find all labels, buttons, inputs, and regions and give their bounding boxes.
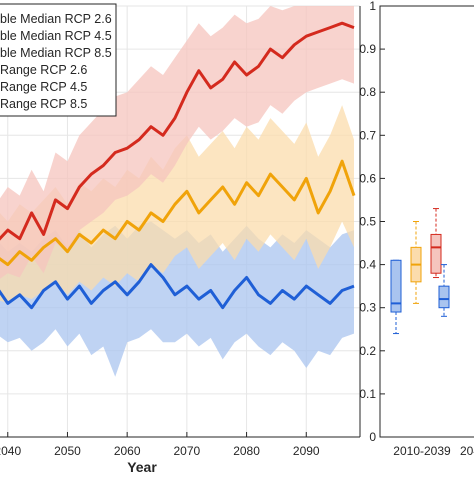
box-plot-panel: 0 0.1 0.2 0.3 0.4 0.5 0.6 0.7 0.8 0.9 1 2010-2039 20… xyxy=(359,0,474,458)
box-plot xyxy=(430,208,442,279)
box-plot xyxy=(390,259,402,335)
legend-entry: Range RCP 8.5 xyxy=(0,97,87,111)
median-line xyxy=(0,21,355,241)
legend-entry: ble Median RCP 2.6 xyxy=(0,12,112,26)
y-tick-label: 0.7 xyxy=(359,128,376,142)
legend: ble Median RCP 2.6 ble Median RCP 4.5 ble … xyxy=(0,3,117,117)
x-tick-label: 2060 xyxy=(114,444,141,458)
range-band xyxy=(0,105,354,304)
y-tick-label: 0 xyxy=(369,430,376,444)
category-label: 2010-2039 xyxy=(393,444,451,458)
y-tick-label: 0.3 xyxy=(359,301,376,315)
y-tick-label: 0.2 xyxy=(359,344,376,358)
y-tick-label: 0.9 xyxy=(359,42,376,56)
box-plot xyxy=(410,221,422,304)
y-tick-label: 0.5 xyxy=(359,215,376,229)
legend-entry: Range RCP 2.6 xyxy=(0,63,87,77)
box-iqr xyxy=(430,233,442,274)
x-tick-label: 2080 xyxy=(233,444,260,458)
y-tick-label: 1 xyxy=(369,0,376,13)
y-tick-label: 0.1 xyxy=(359,387,376,401)
y-tick-label: 0.4 xyxy=(359,258,376,272)
legend-entry: Range RCP 4.5 xyxy=(0,80,87,94)
x-tick-label: 2040 xyxy=(0,444,21,458)
x-axis-label: Year xyxy=(127,459,157,474)
x-tick-label: 2050 xyxy=(54,444,81,458)
box-plot xyxy=(438,264,450,317)
category-label: 204 xyxy=(460,444,474,458)
x-tick-label: 2090 xyxy=(293,444,320,458)
median-line xyxy=(0,263,355,310)
range-band xyxy=(0,6,354,279)
legend-box xyxy=(0,3,117,117)
box-iqr xyxy=(438,285,450,309)
y-tick-label: 0.6 xyxy=(359,171,376,185)
legend-entry: ble Median RCP 8.5 xyxy=(0,46,112,60)
legend-entry: ble Median RCP 4.5 xyxy=(0,29,112,43)
median-line xyxy=(0,159,356,267)
box-plot-frame xyxy=(379,5,474,438)
y-tick-label: 0.8 xyxy=(359,85,376,99)
time-series-panel: 2040 2050 2060 2070 2080 2090 Year ble Median R… xyxy=(0,3,361,475)
box-iqr xyxy=(390,259,402,313)
x-tick-label: 2070 xyxy=(174,444,201,458)
